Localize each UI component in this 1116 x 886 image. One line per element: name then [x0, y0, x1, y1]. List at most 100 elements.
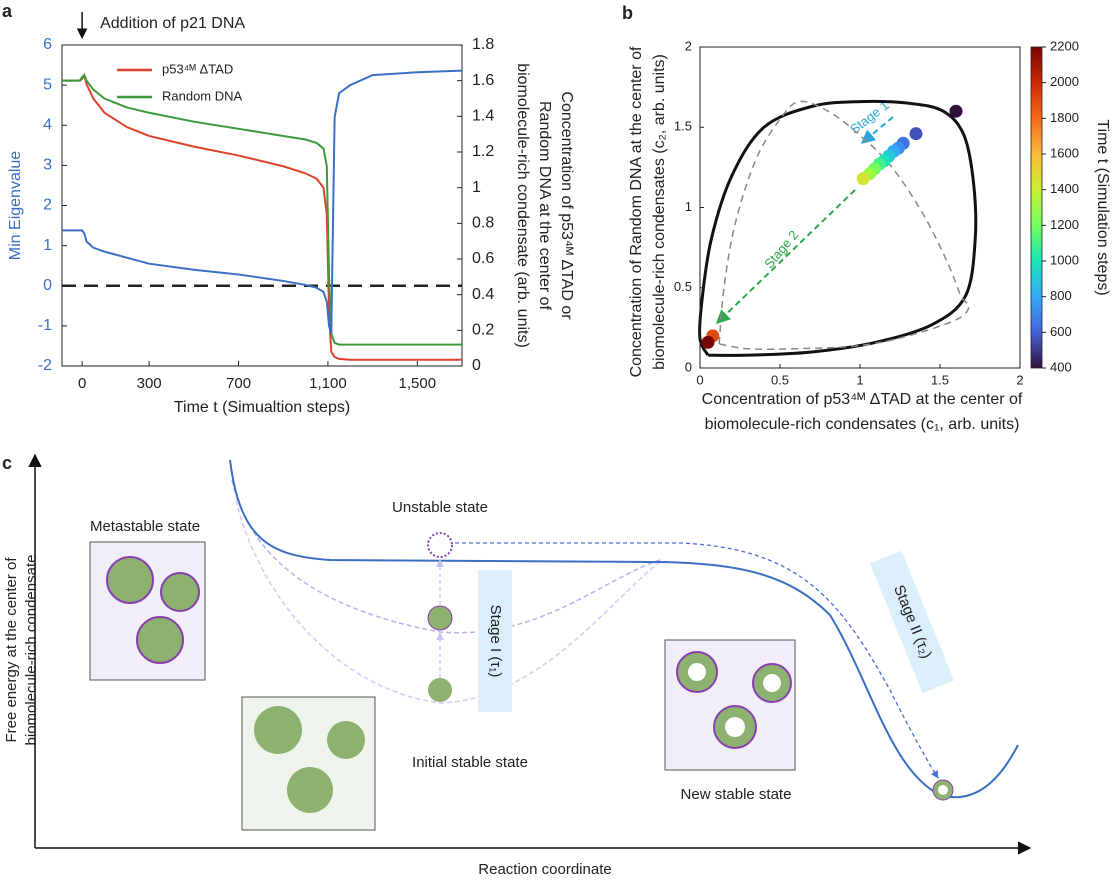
y2-label: Random DNA at the center of	[536, 101, 553, 311]
y-tick-label: 6	[43, 36, 52, 53]
x-tick-label: 1	[856, 372, 863, 387]
panel-label: a	[2, 1, 13, 21]
y-tick-label: 3	[43, 157, 52, 174]
y-label: biomolecule-rich condensates (c₂, arb. u…	[651, 54, 668, 370]
stage1-label: Stage 1	[847, 97, 892, 136]
colorbar-tick-label: 600	[1050, 324, 1072, 339]
point	[949, 104, 963, 118]
y2-tick-label: 0.6	[472, 250, 494, 267]
x-tick-label: 0	[696, 372, 703, 387]
colorbar-tick-label: 1800	[1050, 110, 1079, 125]
droplet-core	[938, 785, 948, 795]
data-line	[62, 72, 462, 361]
colorbar-tick-label: 800	[1050, 288, 1072, 303]
droplet	[427, 605, 453, 631]
y-tick-label: 4	[43, 116, 52, 133]
y-tick-label: 1	[685, 199, 692, 214]
state-label: Initial stable state	[412, 754, 528, 771]
droplet-core	[725, 717, 745, 737]
x-label: biomolecule-rich condensates (c₁, arb. u…	[705, 416, 1020, 433]
y-tick-label: -1	[38, 317, 52, 334]
colorbar	[1030, 46, 1043, 369]
state-label: New stable state	[681, 786, 792, 803]
droplet	[160, 572, 200, 612]
x-tick-label: 700	[226, 375, 251, 392]
y2-label: biomolecule-rich condensate (arb. units)	[514, 63, 531, 348]
y-tick-label: 0	[685, 359, 692, 374]
y2-tick-label: 0.4	[472, 286, 494, 303]
x-label: Time t (Simualtion steps)	[174, 399, 350, 416]
y-label: Min Eigenvalue	[7, 151, 24, 261]
stage-label: Stage I (τ₁)	[487, 605, 504, 678]
x-tick-label: 1.5	[931, 372, 949, 387]
x-tick-label: 1,100	[309, 375, 347, 392]
droplet	[327, 721, 365, 759]
energy-curve	[231, 479, 661, 634]
point	[856, 172, 870, 186]
colorbar-tick-label: 1200	[1050, 217, 1079, 232]
stage2-arrow	[715, 189, 856, 324]
curve	[698, 99, 978, 357]
colorbar-label: Time t (Simulation steps)	[1094, 119, 1111, 295]
y2-tick-label: 1.6	[472, 72, 494, 89]
point	[909, 127, 923, 141]
y2-tick-label: 1.4	[472, 108, 494, 125]
y-tick-label: 1	[43, 237, 52, 254]
y-tick-label: 1.5	[674, 119, 692, 134]
colorbar-tick-label: 2000	[1050, 74, 1079, 89]
x-tick-label: 0.5	[771, 372, 789, 387]
y-label: biomolecule-rich condensate	[23, 555, 40, 746]
legend-label: p53⁴ᴹ ΔTAD	[162, 61, 233, 76]
state-label: Unstable state	[392, 499, 488, 516]
y2-tick-label: 0.2	[472, 322, 494, 339]
x-label: Concentration of p53⁴ᴹ ΔTAD at the cente…	[702, 391, 1023, 408]
plot-frame	[699, 46, 1021, 369]
droplet-core	[763, 674, 781, 692]
y2-label: Concentration of p53⁴ᴹ ΔTAD or	[558, 91, 575, 320]
y-label: Free energy at the center of	[3, 557, 20, 743]
stage-box	[870, 550, 954, 694]
stage-box	[478, 570, 512, 712]
point	[701, 335, 715, 349]
diagram: Free energy at the center of biomolecule…	[3, 453, 1032, 878]
droplet	[106, 556, 154, 604]
stage-arrows: Stage 1 Stage 2	[715, 97, 894, 324]
y-tick-label: 5	[43, 76, 52, 93]
colorbar-tick-label: 1400	[1050, 181, 1079, 196]
y-tick-label: -2	[38, 357, 52, 374]
y-tick-label: 2	[685, 38, 692, 53]
colorbar-tick-label: 400	[1050, 359, 1072, 374]
y-tick-label: 0	[43, 277, 52, 294]
stage1-arrow	[860, 116, 894, 144]
droplet	[136, 616, 184, 664]
droplet-core	[688, 663, 706, 681]
legend-label: Random DNA	[162, 88, 243, 103]
y2-tick-label: 1	[472, 179, 481, 196]
energy-curve	[235, 499, 661, 704]
x-label: Reaction coordinate	[478, 861, 611, 878]
y2-tick-label: 0	[472, 357, 481, 374]
energy-curve	[229, 459, 1019, 799]
droplet	[254, 706, 302, 754]
panel-label: c	[2, 453, 12, 473]
data-line	[62, 69, 463, 335]
colorbar-tick-label: 1000	[1050, 252, 1079, 267]
colorbar-tick-label: 2200	[1050, 38, 1079, 53]
transition-arrow	[455, 542, 939, 779]
y2-tick-label: 0.8	[472, 215, 494, 232]
y2-tick-label: 1.8	[472, 36, 494, 53]
state-label: Metastable state	[90, 518, 200, 535]
x-tick-label: 1,500	[399, 375, 437, 392]
droplet	[427, 532, 453, 558]
y2-tick-label: 1.2	[472, 143, 494, 160]
x-tick-label: 300	[137, 375, 162, 392]
y-tick-label: 0.5	[674, 279, 692, 294]
data-line	[62, 73, 462, 346]
x-tick-label: 2	[1016, 372, 1023, 387]
droplet	[428, 678, 452, 702]
curve	[718, 100, 970, 350]
colorbar-tick-label: 1600	[1050, 145, 1079, 160]
droplet	[287, 767, 333, 813]
y-tick-label: 2	[43, 197, 52, 214]
